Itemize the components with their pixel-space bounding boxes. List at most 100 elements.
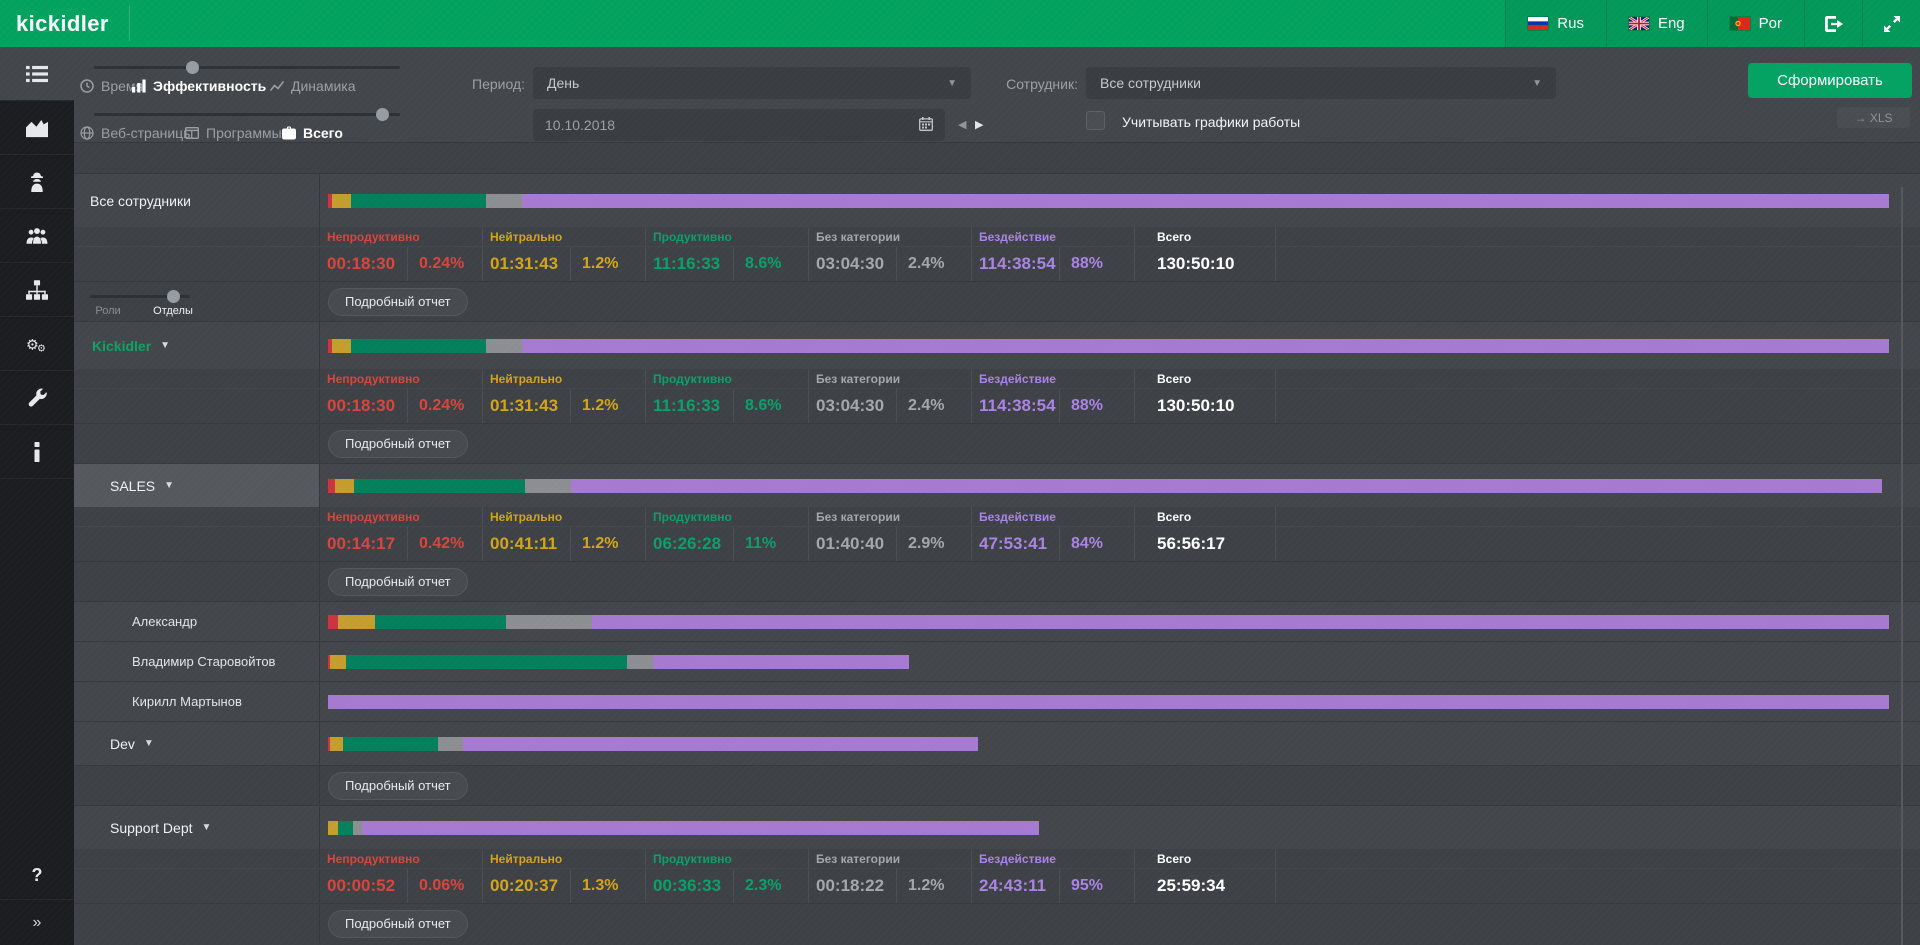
stats-col-header: Без категории — [809, 849, 972, 868]
stats-col-header: Продуктивно — [646, 369, 809, 388]
schedule-checkbox[interactable] — [1086, 111, 1105, 130]
stat-percent-value: 11% — [734, 527, 809, 561]
bar-segment-red — [328, 193, 333, 208]
footer-right: Подробный отчет — [320, 562, 1920, 601]
view-tabs-slider-handle[interactable] — [185, 61, 199, 74]
departments-label[interactable]: Отделы — [153, 305, 193, 317]
stat-percent-value: 0.24% — [408, 389, 483, 423]
stat-percent-value: 8.6% — [734, 247, 809, 281]
stats-header-row: Непродуктивно Нейтрально Продуктивно Без ка… — [74, 507, 1920, 527]
activity-bar-zone — [320, 602, 1920, 641]
lang-eng-button[interactable]: Eng — [1605, 0, 1707, 47]
generate-report-button[interactable]: Сформировать — [1748, 63, 1912, 98]
lang-rus-label: Rus — [1557, 15, 1584, 32]
bar-chart-icon — [132, 79, 146, 93]
tab-programs[interactable]: Программы — [185, 125, 282, 141]
activity-bar-zone — [320, 174, 1920, 227]
svg-text:⚙: ⚙ — [26, 337, 39, 353]
collapse-sidebar-button[interactable]: » — [0, 899, 74, 945]
sidebar-item-info[interactable] — [0, 425, 74, 479]
detail-report-button[interactable]: Подробный отчет — [328, 909, 468, 938]
sidebar-item-agent[interactable] — [0, 155, 74, 209]
date-next-button[interactable]: ▶ — [975, 119, 984, 131]
employee-row: Владимир Старовойтов — [74, 641, 1920, 681]
stat-percent-value: 1.2% — [897, 869, 972, 903]
sidebar-item-wrench[interactable] — [0, 371, 74, 425]
tab-dynamics[interactable]: Динамика — [270, 78, 355, 94]
chevron-down-icon[interactable]: ▼ — [164, 480, 175, 491]
calendar-icon[interactable] — [919, 116, 933, 134]
period-select[interactable]: День ▼ — [533, 67, 971, 99]
bar-segment-gray — [505, 614, 592, 629]
russia-flag-icon — [1528, 17, 1549, 30]
lang-rus-button[interactable]: Rus — [1505, 0, 1606, 47]
date-prev-button[interactable]: ◀ — [958, 119, 967, 131]
employee-select[interactable]: Все сотрудники ▼ — [1086, 67, 1556, 99]
bar-segment-green — [337, 820, 354, 835]
tab-total[interactable]: Всего — [282, 125, 343, 141]
stat-total-value: 56:56:17 — [1135, 527, 1276, 561]
sidebar-item-list[interactable] — [0, 47, 74, 101]
stats-col-header: Без категории — [809, 507, 972, 526]
stats-values-spacer — [74, 527, 320, 561]
fullscreen-button[interactable] — [1862, 0, 1920, 47]
scrollbar[interactable] — [1901, 187, 1903, 945]
fullscreen-icon — [1883, 15, 1900, 32]
stat-percent-value: 84% — [1060, 527, 1135, 561]
chevron-down-icon[interactable]: ▼ — [160, 340, 171, 351]
row-label-cell: Владимир Старовойтов — [74, 642, 320, 681]
row-footer: Подробный отчет — [74, 903, 1920, 943]
row-label: Dev — [110, 735, 135, 752]
info-icon — [26, 441, 48, 462]
sidebar-item-org-tree[interactable] — [0, 263, 74, 317]
scope-tabs-slider-handle[interactable] — [375, 108, 389, 121]
chevron-down-icon: ▼ — [947, 77, 957, 89]
stats-col-header: Бездействие — [972, 369, 1135, 388]
row-label-cell[interactable]: Все сотрудники — [74, 174, 320, 227]
detail-report-button[interactable]: Подробный отчет — [328, 771, 468, 800]
tab-webpages[interactable]: Веб-страницы — [80, 125, 193, 141]
roles-departments-slider[interactable]: Роли Отделы — [90, 290, 193, 317]
export-xls-button[interactable]: → XLS — [1837, 107, 1910, 128]
slider-handle[interactable] — [167, 290, 180, 303]
bar-segment-green — [342, 736, 439, 751]
sidebar-item-users[interactable] — [0, 209, 74, 263]
detail-report-button[interactable]: Подробный отчет — [328, 429, 468, 458]
logout-button[interactable] — [1804, 0, 1862, 47]
stats-col-header: Без категории — [809, 369, 972, 388]
row-label-cell[interactable]: Support Dept ▼ — [74, 806, 320, 849]
stats-col-header: Непродуктивно — [320, 507, 483, 526]
sidebar-item-gears[interactable]: ⚙ ⚙ — [0, 317, 74, 371]
stat-time-value: 03:04:30 — [809, 389, 897, 423]
scope-tabs-slider[interactable] — [94, 108, 400, 121]
stats-header-row: Непродуктивно Нейтрально Продуктивно Без ка… — [74, 227, 1920, 247]
row-label: Кирилл Мартынов — [132, 694, 242, 709]
list-icon — [26, 64, 48, 84]
row-footer: Подробный отчет — [74, 423, 1920, 463]
date-input[interactable]: 10.10.2018 — [533, 109, 945, 141]
detail-report-button[interactable]: Подробный отчет — [328, 567, 468, 596]
stat-time-value: 47:53:41 — [972, 527, 1060, 561]
stat-time-value: 00:20:37 — [483, 869, 571, 903]
topbar: kickidler Rus Eng Por — [0, 0, 1920, 47]
stat-percent-value: 2.9% — [897, 527, 972, 561]
help-button[interactable]: ? — [31, 864, 43, 885]
stat-time-value: 114:38:54 — [972, 389, 1060, 423]
detail-report-button[interactable]: Подробный отчет — [328, 287, 468, 316]
chevron-down-icon[interactable]: ▼ — [201, 822, 212, 833]
row-label-cell[interactable]: Dev ▼ — [74, 722, 320, 765]
tab-efficiency-label: Эффективность — [153, 78, 267, 94]
bar-segment-purple — [362, 820, 1040, 835]
row-label: Владимир Старовойтов — [132, 654, 276, 669]
tab-efficiency[interactable]: Эффективность — [132, 78, 266, 94]
view-tabs-slider[interactable] — [94, 61, 400, 74]
row-label-cell[interactable]: Kickidler ▼ — [74, 322, 320, 369]
row-footer: Подробный отчет — [74, 765, 1920, 805]
chevron-down-icon[interactable]: ▼ — [143, 738, 154, 749]
report-table: Все сотрудники Непродуктивно Нейтрально Про… — [74, 143, 1920, 945]
roles-label[interactable]: Роли — [95, 305, 121, 317]
lang-por-button[interactable]: Por — [1706, 0, 1804, 47]
stat-percent-value: 88% — [1060, 247, 1135, 281]
row-label-cell[interactable]: SALES ▼ — [74, 464, 320, 507]
sidebar-item-area-chart[interactable] — [0, 101, 74, 155]
